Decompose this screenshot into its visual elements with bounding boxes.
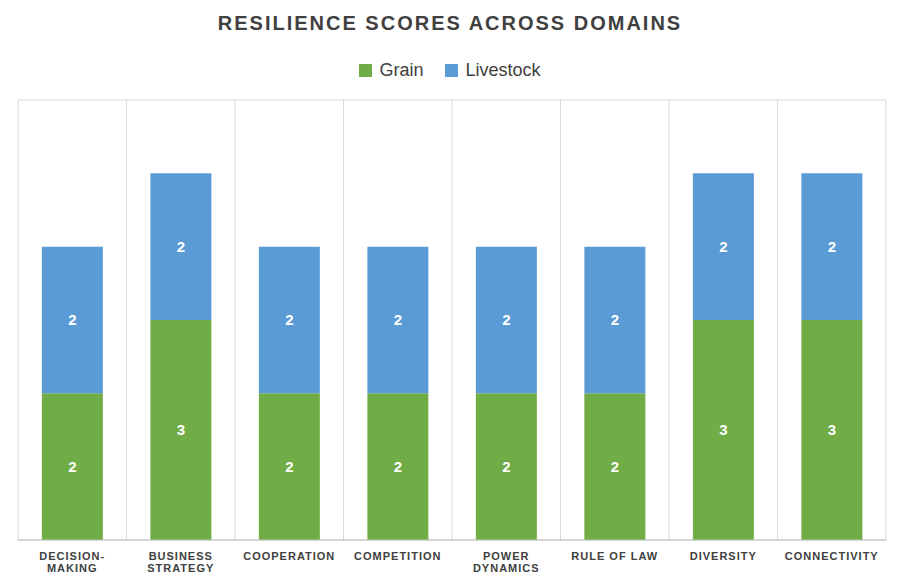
svg-text:COMPETITION: COMPETITION [354,550,441,562]
svg-text:2: 2 [177,238,185,255]
svg-text:2: 2 [285,458,293,475]
svg-text:2: 2 [502,458,510,475]
svg-text:3: 3 [177,421,185,438]
svg-text:2: 2 [394,311,402,328]
svg-text:RULE OF LAW: RULE OF LAW [571,550,658,562]
svg-text:CONNECTIVITY: CONNECTIVITY [785,550,879,562]
svg-text:2: 2 [68,311,76,328]
svg-text:2: 2 [68,458,76,475]
svg-text:DIVERSITY: DIVERSITY [690,550,757,562]
svg-text:2: 2 [611,311,619,328]
html-text:Grain: Grain [379,59,424,80]
svg-text:COOPERATION: COOPERATION [243,550,335,562]
svg-text:2: 2 [611,458,619,475]
svg-text:2: 2 [828,238,836,255]
svg-text:3: 3 [719,421,727,438]
svg-text:2: 2 [394,458,402,475]
svg-text:BUSINESSSTRATEGY: BUSINESSSTRATEGY [147,550,214,574]
svg-text:2: 2 [285,311,293,328]
svg-text:2: 2 [502,311,510,328]
svg-text:3: 3 [828,421,836,438]
html-text:Livestock: Livestock [465,59,541,80]
svg-text:POWERDYNAMICS: POWERDYNAMICS [473,550,540,574]
svg-text:2: 2 [719,238,727,255]
html-text:RESILIENCE SCORES ACROSS DOMAI: RESILIENCE SCORES ACROSS DOMAINS [217,12,683,34]
svg-text:DECISION-MAKING: DECISION-MAKING [39,550,105,574]
